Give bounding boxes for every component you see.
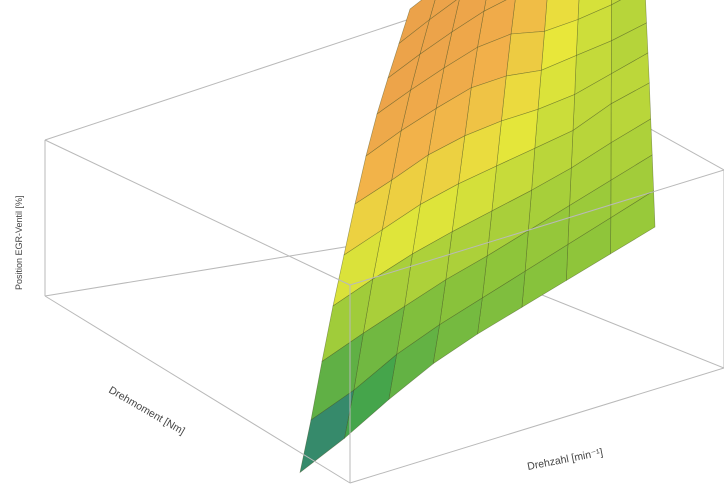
surface-cell (299, 389, 355, 474)
box-edge (44, 9, 438, 141)
box-edge (44, 295, 351, 484)
box-edge (349, 169, 724, 286)
x-axis-label: Drehmoment [Nm] (107, 384, 187, 437)
z-axis-label: Position EGR-Ventil [%] (14, 195, 24, 290)
box-edge (44, 237, 401, 297)
box-edge (44, 139, 351, 286)
surface-cell (510, 0, 548, 35)
y-axis-label: Drehzahl [min⁻¹] (526, 447, 604, 473)
box-edge (349, 367, 724, 484)
surface-mesh (299, 0, 656, 474)
bounding-box-front (44, 139, 724, 484)
surface-cell (505, 30, 545, 77)
